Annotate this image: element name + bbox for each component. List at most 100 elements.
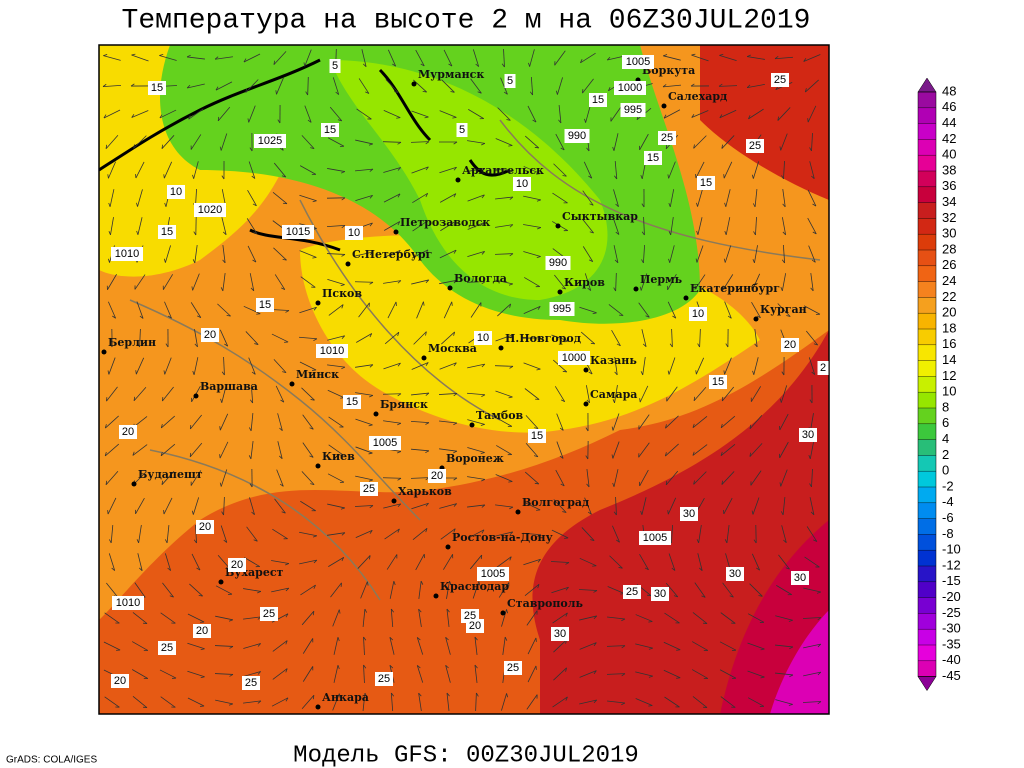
wind-arrow-head: [589, 231, 594, 234]
wind-arrow: [553, 639, 567, 653]
wind-arrow: [273, 162, 287, 178]
wind-arrow: [749, 583, 763, 597]
wind-arrow: [390, 692, 394, 712]
isotherm-label-box: [799, 428, 817, 442]
colorbar-label: -10: [942, 542, 961, 557]
wind-arrow: [328, 557, 344, 567]
isobar-label: 990: [568, 130, 586, 142]
wind-arrow: [641, 497, 647, 515]
city-label: Пермь: [640, 273, 683, 286]
wind-arrow: [524, 388, 540, 400]
wind-arrow: [244, 557, 260, 567]
wind-arrow-head: [481, 504, 486, 508]
wind-arrow: [299, 250, 317, 258]
wind-arrow: [722, 582, 734, 598]
wind-arrow: [327, 532, 345, 536]
wind-arrow: [582, 246, 594, 262]
colorbar-label: 36: [942, 178, 956, 193]
wind-arrow: [220, 469, 228, 487]
colorbar-label: -35: [942, 636, 961, 651]
wind-arrow: [635, 614, 653, 622]
wind-arrow: [162, 274, 174, 290]
wind-arrow: [247, 189, 257, 207]
wind-arrow: [161, 471, 175, 485]
isotherm-label-box: [644, 151, 662, 165]
wind-arrow-head: [453, 166, 457, 171]
wind-arrow-head: [130, 83, 135, 87]
wind-arrow-head: [186, 54, 191, 58]
isotherm-label: 30: [729, 568, 741, 580]
colorbar-segment: [918, 487, 936, 504]
wind-arrow: [413, 331, 427, 345]
wind-arrow: [193, 161, 199, 179]
wind-arrow: [467, 419, 485, 425]
wind-arrow-head: [663, 54, 668, 57]
wind-arrow: [134, 582, 146, 598]
wind-arrow: [663, 669, 681, 679]
wind-arrow-head: [369, 530, 373, 534]
colorbar-label: -8: [942, 526, 954, 541]
wind-arrow-head: [337, 637, 340, 642]
wind-arrow: [803, 643, 821, 649]
wind-arrow: [187, 697, 205, 707]
wind-arrow: [104, 612, 120, 624]
wind-arrow: [358, 78, 370, 94]
wind-arrow: [639, 385, 649, 403]
wind-arrow-head: [593, 699, 598, 704]
wind-arrow: [108, 161, 116, 179]
isotherm-label-box: [167, 185, 185, 199]
colorbar-label: 20: [942, 305, 956, 320]
wind-arrow: [382, 477, 402, 479]
wind-arrow-head: [695, 370, 697, 375]
wind-arrow: [495, 224, 513, 228]
city-label: Мурманск: [418, 68, 484, 81]
wind-arrow-head: [453, 528, 456, 533]
wind-arrow: [803, 305, 821, 315]
wind-arrow: [301, 610, 315, 626]
city-label: Воронеж: [446, 452, 504, 465]
wind-arrow-head: [285, 697, 289, 702]
city-dot: [500, 610, 506, 616]
wind-arrow: [412, 192, 428, 204]
wind-arrow-head: [536, 368, 541, 371]
wind-arrow: [165, 245, 171, 263]
colorbar-segment: [918, 471, 936, 488]
wind-arrow: [550, 561, 570, 563]
isotherm-label-box: [658, 131, 676, 145]
colorbar-segment: [918, 376, 936, 393]
wind-arrow: [581, 527, 595, 541]
wind-arrow-head: [390, 692, 395, 697]
wind-arrow: [163, 161, 173, 179]
wind-arrow: [160, 443, 176, 457]
wind-arrow: [579, 642, 597, 650]
city-dot: [661, 103, 667, 109]
wind-arrow-head: [593, 642, 597, 647]
wind-arrow-head: [481, 478, 486, 482]
wind-arrow-head: [640, 174, 643, 179]
wind-arrow-head: [221, 175, 225, 180]
wind-arrow: [780, 385, 788, 403]
wind-arrow: [495, 138, 513, 146]
wind-arrow-head: [752, 370, 755, 375]
wind-arrow-head: [560, 399, 565, 403]
wind-arrow-head: [369, 364, 374, 368]
wind-arrow: [357, 555, 371, 569]
isotherm-label: 20: [122, 426, 134, 438]
wind-arrow-head: [397, 503, 402, 508]
wind-arrow: [164, 553, 172, 571]
wind-arrow: [327, 389, 345, 399]
wind-arrow-head: [194, 343, 198, 348]
wind-arrow-head: [131, 113, 135, 118]
wind-arrow: [219, 329, 229, 347]
wind-arrow: [495, 390, 513, 398]
isobar-label: 1010: [320, 345, 344, 357]
wind-arrow: [439, 166, 457, 174]
wind-arrow: [694, 582, 706, 598]
city-label: Анкара: [322, 691, 369, 704]
wind-arrow: [411, 362, 429, 370]
wind-arrow: [110, 525, 114, 543]
city-dot: [393, 229, 399, 235]
wind-arrow-head: [453, 393, 458, 397]
wind-arrow: [639, 133, 649, 151]
isobar-label: 1000: [562, 352, 586, 364]
